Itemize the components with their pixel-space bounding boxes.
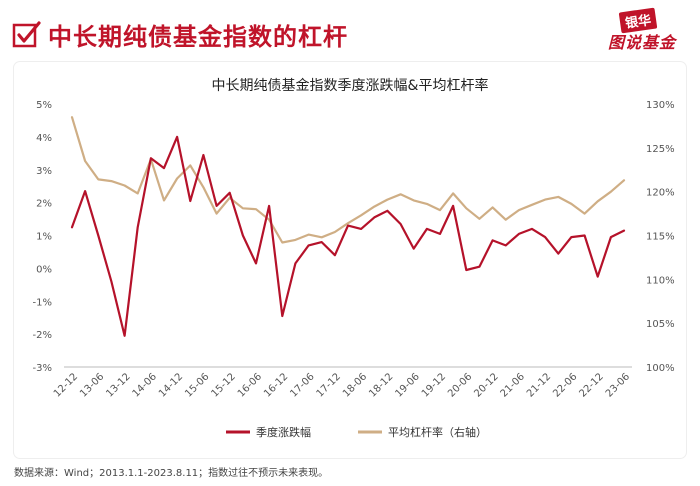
y-right-tick-label: 100% [646,363,675,374]
y-axis-right: 100% 105% 110% 115% 120% 125% 130% [646,100,675,374]
header: 中长期纯债基金指数的杠杆 银华 图说基金 [0,0,700,62]
x-tick-label: 12-12 [52,371,80,399]
x-tick-label: 14-06 [131,371,159,399]
legend-label: 季度涨跌幅 [256,425,311,439]
x-tick-label: 20-12 [472,371,500,399]
y-right-tick-label: 130% [646,100,675,111]
chart-panel: 中长期纯债基金指数季度涨跌幅&平均杠杆率 -3% -2% -1% 0% 1% 2% 3% 4%… [14,62,686,458]
y-axis-left: -3% -2% -1% 0% 1% 2% 3% 4% 5% [33,100,52,374]
check-icon [12,21,41,48]
x-tick-label: 19-06 [394,371,422,399]
x-tick-label: 13-12 [104,371,132,399]
brand-logo-bottom: 图说基金 [608,33,677,52]
y-left-tick-label: -2% [33,330,52,341]
x-tick-label: 20-06 [446,371,474,399]
legend: 季度涨跌幅 平均杠杆率（右轴） [226,425,487,439]
x-tick-label: 22-12 [578,371,606,399]
chart-title: 中长期纯债基金指数季度涨跌幅&平均杠杆率 [212,77,489,94]
x-tick-label: 18-06 [341,371,369,399]
y-right-tick-label: 120% [646,188,675,199]
y-left-tick-label: 2% [36,199,52,210]
y-left-tick-label: -1% [33,297,52,308]
x-tick-label: 17-06 [288,371,316,399]
y-left-tick-label: 1% [36,232,52,243]
y-left-tick-label: -3% [33,363,52,374]
footnote: 数据来源：Wind；2013.1.1-2023.8.11；指数过往不预示未来表现… [14,468,329,479]
x-tick-label: 14-12 [157,371,185,399]
line-chart: 中长期纯债基金指数季度涨跌幅&平均杠杆率 -3% -2% -1% 0% 1% 2% 3% 4%… [33,77,675,439]
x-tick-label: 18-12 [367,371,395,399]
x-tick-label: 15-06 [183,371,211,399]
y-left-tick-label: 0% [36,264,52,275]
x-tick-label: 16-06 [236,371,264,399]
y-right-tick-label: 115% [646,232,675,243]
x-tick-label: 13-06 [78,371,106,399]
x-tick-label: 21-06 [499,371,527,399]
brand-logo: 银华 图说基金 [604,7,690,54]
series-lines [70,116,626,337]
y-left-tick-label: 5% [36,100,52,111]
y-left-tick-label: 4% [36,133,52,144]
x-tick-label: 17-12 [315,371,343,399]
x-tick-label: 15-12 [210,371,238,399]
legend-label: 平均杠杆率（右轴） [388,425,487,439]
y-right-tick-label: 105% [646,319,675,330]
series-line-return [70,135,626,337]
x-tick-label: 16-12 [262,371,290,399]
page-title: 中长期纯债基金指数的杠杆 [48,23,348,51]
x-tick-label: 21-12 [525,371,553,399]
y-left-tick-label: 3% [36,166,52,177]
x-tick-label: 23-06 [604,371,632,399]
x-axis: 12-1213-0613-1214-0614-1215-0615-1216-06… [52,371,632,399]
x-tick-label: 22-06 [551,371,579,399]
x-tick-label: 19-12 [420,371,448,399]
y-right-tick-label: 110% [646,275,675,286]
series-line-leverage [70,116,626,244]
y-right-tick-label: 125% [646,144,675,155]
